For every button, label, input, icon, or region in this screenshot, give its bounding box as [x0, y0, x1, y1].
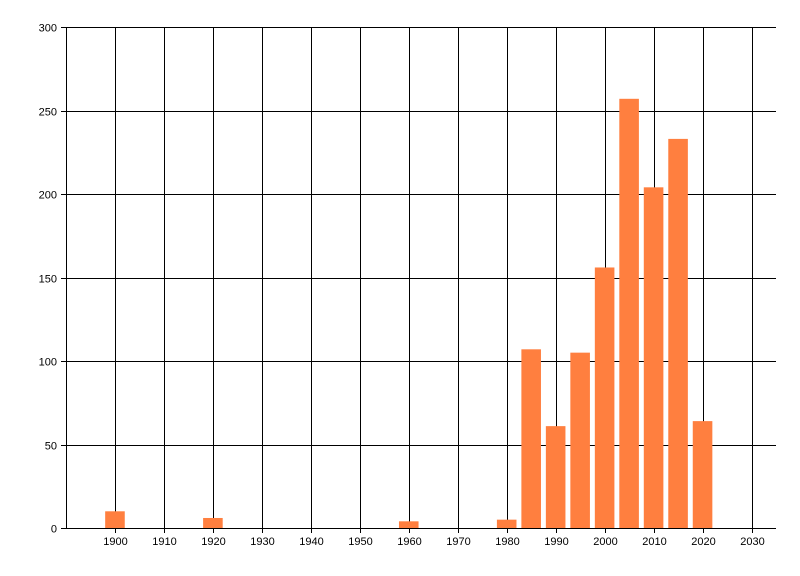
bar-1985 — [521, 349, 541, 528]
x-tick-label: 1960 — [397, 536, 421, 548]
y-tick-label: 200 — [39, 190, 57, 202]
bar-2015 — [668, 138, 688, 528]
x-tick-label: 1970 — [446, 536, 470, 548]
x-tick-label: 1940 — [299, 536, 323, 548]
x-tick-label: 1980 — [495, 536, 519, 548]
y-tick-label: 250 — [39, 107, 57, 119]
bar-1995 — [570, 352, 590, 528]
x-tick-label: 1900 — [103, 536, 127, 548]
bar-1900 — [105, 511, 125, 528]
bar-1990 — [545, 426, 566, 528]
x-tick-label: 2020 — [691, 536, 715, 548]
bar-1980 — [496, 519, 517, 528]
bar-2010 — [643, 187, 664, 528]
y-tick-label: 50 — [45, 441, 57, 453]
x-tick-label: 2010 — [642, 536, 666, 548]
bar-2005 — [619, 98, 639, 528]
bar-1920 — [203, 517, 223, 528]
y-tick-label: 300 — [39, 23, 57, 35]
x-tick-label: 1930 — [250, 536, 274, 548]
bar-2020 — [692, 421, 713, 528]
x-tick-label: 1910 — [152, 536, 176, 548]
bar-1960 — [398, 521, 419, 528]
x-tick-label: 2000 — [593, 536, 617, 548]
x-tick-label: 1920 — [201, 536, 225, 548]
y-tick-label: 0 — [51, 524, 57, 536]
axes — [61, 27, 776, 533]
y-tick-label: 100 — [39, 357, 57, 369]
x-tick-label: 1950 — [348, 536, 372, 548]
tick-labels: 0 50 100 150 200 250 300 1900 1910 1920 1930 1940 19… — [39, 23, 765, 549]
bar-2000 — [594, 267, 615, 528]
y-tick-label: 150 — [39, 274, 57, 286]
bars — [105, 98, 713, 528]
x-tick-label: 1990 — [544, 536, 568, 548]
x-tick-label: 2030 — [740, 536, 764, 548]
